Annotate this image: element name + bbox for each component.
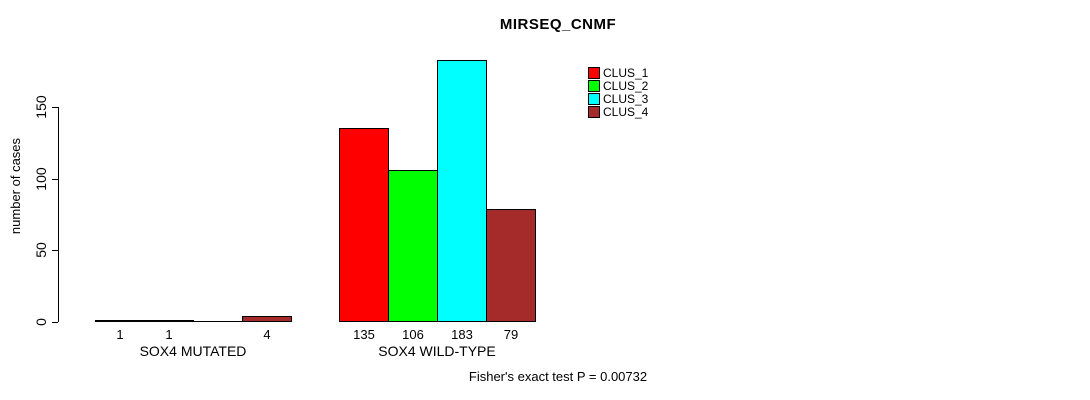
y-axis-title: number of cases	[8, 137, 23, 235]
bar-clus_3-sox4-wild-type	[437, 60, 487, 322]
bar-value-label: 135	[353, 327, 375, 342]
bar-value-label: 106	[402, 327, 424, 342]
bar-clus_4-sox4-wild-type	[486, 209, 536, 322]
group-label-sox4-wild-type: SOX4 WILD-TYPE	[378, 343, 496, 359]
fisher-test-annotation: Fisher's exact test P = 0.00732	[468, 369, 648, 384]
bar-value-label: 1	[165, 327, 173, 342]
bar-clus_2-sox4-wild-type	[388, 170, 438, 322]
bar-value-label: 1	[116, 327, 124, 342]
legend-label-clus_3: CLUS_3	[603, 92, 649, 106]
y-axis-tick-label: 150	[33, 95, 49, 119]
bar-clus_3-sox4-mutated	[193, 321, 243, 322]
legend-swatch-clus_2	[588, 80, 600, 92]
y-axis-tick	[52, 107, 58, 108]
legend-swatch-clus_3	[588, 93, 600, 105]
y-axis-tick-label: 100	[33, 166, 49, 191]
y-axis-tick-label: 50	[33, 242, 49, 259]
legend-swatch-clus_1	[588, 67, 600, 79]
group-label-sox4-mutated: SOX4 MUTATED	[139, 343, 247, 359]
bar-clus_4-sox4-mutated	[242, 316, 292, 322]
y-axis-tick	[52, 322, 58, 323]
y-axis-tick	[52, 178, 58, 180]
y-axis-tick-label: 0	[33, 318, 49, 326]
bar-value-label: 79	[503, 327, 519, 342]
y-axis-line	[58, 107, 59, 322]
legend-label-clus_1: CLUS_1	[603, 66, 649, 80]
legend-swatch-clus_4	[588, 106, 600, 118]
chart-title: MIRSEQ_CNMF	[499, 16, 617, 33]
legend-label-clus_2: CLUS_2	[603, 79, 649, 93]
bar-value-label: 4	[263, 327, 271, 342]
legend-label-clus_4: CLUS_4	[603, 105, 649, 119]
bar-clus_1-sox4-wild-type	[339, 128, 389, 322]
bar-clus_1-sox4-mutated	[95, 320, 145, 322]
y-axis-tick	[52, 250, 58, 252]
bar-clus_2-sox4-mutated	[144, 320, 194, 322]
bar-value-label: 183	[451, 327, 473, 342]
